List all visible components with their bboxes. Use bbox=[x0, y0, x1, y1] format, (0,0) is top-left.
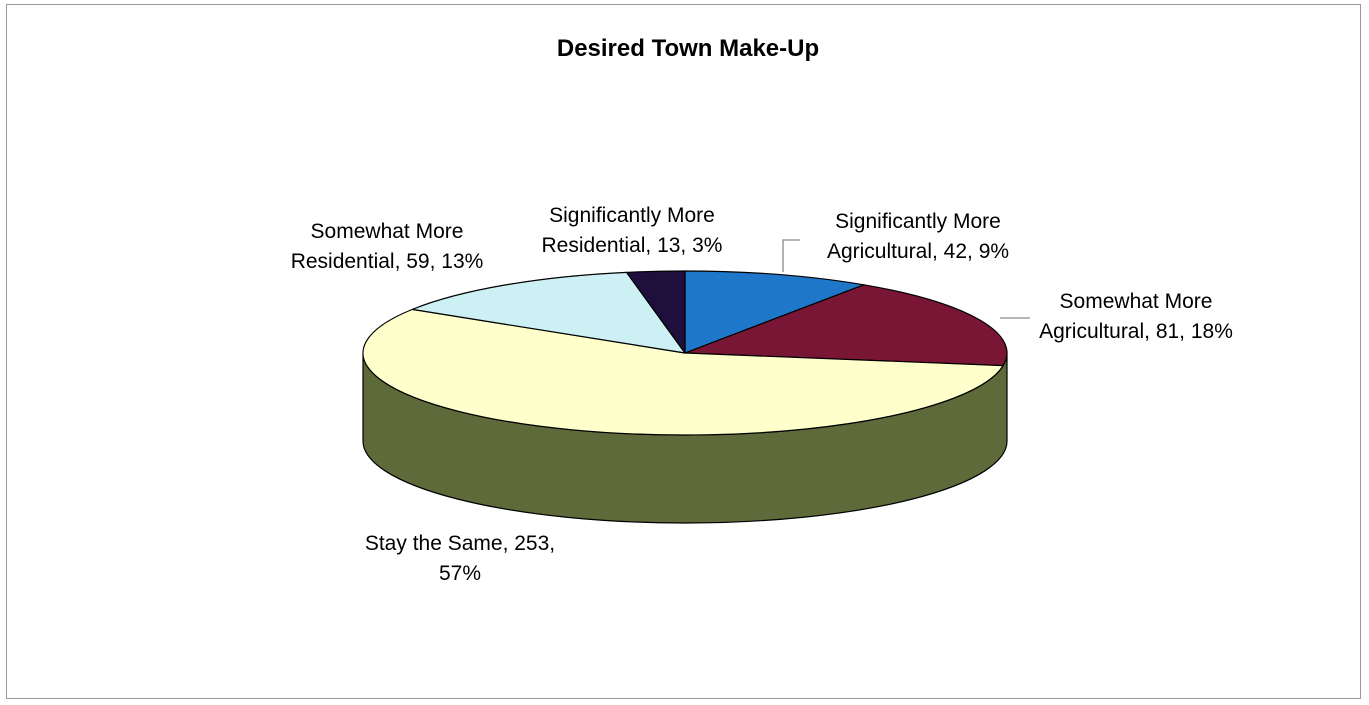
leader-line bbox=[782, 239, 800, 272]
data-labels: Significantly More Agricultural, 42, 9% So… bbox=[291, 204, 1233, 585]
pie-slices bbox=[362, 270, 1008, 436]
pie-slice bbox=[626, 270, 686, 354]
pie-slice bbox=[684, 284, 1008, 367]
leader-lines bbox=[782, 239, 1030, 319]
pie-slice bbox=[362, 308, 1004, 436]
pie-slice bbox=[411, 271, 686, 354]
slice-label: Somewhat More Agricultural, 81, 18% bbox=[1039, 290, 1233, 343]
slice-label: Somewhat More Residential, 59, 13% bbox=[291, 220, 484, 273]
slice-label: Significantly More Agricultural, 42, 9% bbox=[827, 210, 1009, 263]
chart-title: Desired Town Make-Up bbox=[557, 35, 819, 62]
slice-label: Stay the Same, 253, 57% bbox=[365, 532, 555, 585]
pie-slice bbox=[684, 270, 865, 354]
slice-label: Significantly More Residential, 13, 3% bbox=[542, 204, 723, 257]
